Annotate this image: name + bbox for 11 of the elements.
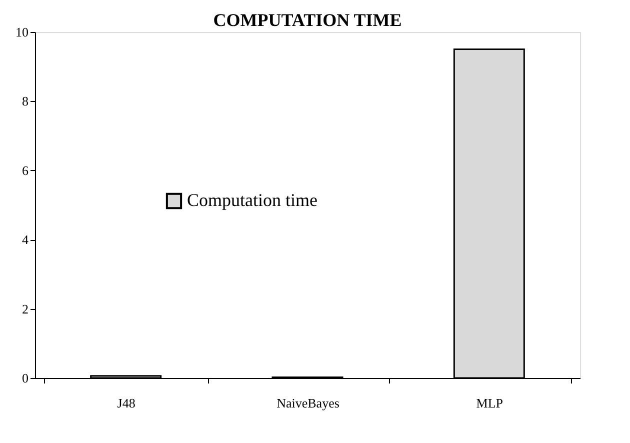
y-tick-label: 10 bbox=[16, 24, 28, 40]
y-tick-label: 0 bbox=[22, 370, 28, 386]
y-tick-label: 2 bbox=[22, 301, 28, 316]
x-tick-label: MLP bbox=[476, 396, 504, 410]
x-tick-label: J48 bbox=[117, 396, 136, 410]
chart-title: COMPUTATION TIME bbox=[213, 10, 402, 30]
legend-label: Computation time bbox=[187, 190, 318, 210]
y-tick-label: 8 bbox=[22, 94, 28, 109]
x-tick-label: NaiveBayes bbox=[276, 396, 340, 410]
y-tick-label: 4 bbox=[22, 232, 29, 248]
y-tick-label: 6 bbox=[22, 162, 29, 178]
